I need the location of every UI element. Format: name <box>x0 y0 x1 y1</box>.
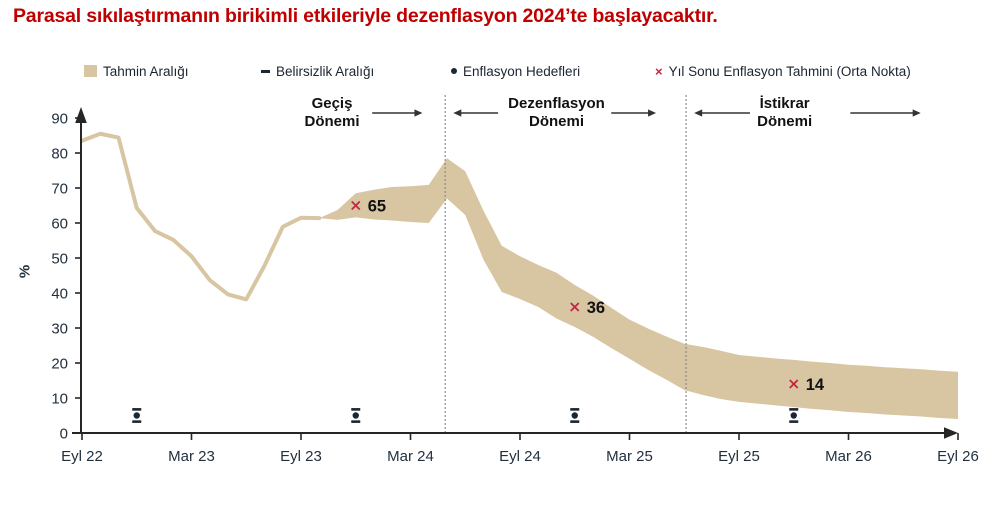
x-tick-label: Eyl 26 <box>937 448 979 465</box>
y-tick-label: 60 <box>51 216 68 233</box>
y-tick-label: 70 <box>51 181 68 198</box>
y-tick-label: 40 <box>51 286 68 303</box>
x-tick-label: Eyl 24 <box>499 448 541 465</box>
legend-item-label: Enflasyon Hedefleri <box>463 63 581 79</box>
uncertainty-band-tick <box>351 408 361 411</box>
y-tick-label: 50 <box>51 251 68 268</box>
legend-item-label: Belirsizlik Aralığı <box>276 63 375 79</box>
period-label: Geçiş Dönemi <box>305 95 360 131</box>
chart-legend: Tahmin Aralığı Belirsizlik Aralığı Enflasy… <box>0 60 996 84</box>
x-tick-label: Mar 25 <box>606 448 653 465</box>
legend-item-label: Tahmin Aralığı <box>103 63 189 79</box>
period-label-line: Geçiş <box>311 95 353 112</box>
uncertainty-band-tick <box>789 420 799 423</box>
inflation-target-marker <box>790 412 797 419</box>
inflation-target-marker <box>352 412 359 419</box>
period-label-line: Dezenflasyon <box>508 95 605 112</box>
uncertainty-band-tick <box>570 420 580 423</box>
y-axis-arrowhead-icon <box>75 107 87 123</box>
yearend-forecast-value: 36 <box>587 299 605 317</box>
historical-inflation-line <box>80 131 322 302</box>
yearend-forecast-value: 14 <box>806 376 825 394</box>
yearend-forecast-value: 65 <box>368 198 386 216</box>
x-tick-label: Eyl 22 <box>61 448 103 465</box>
period-arrowhead-icon <box>694 109 703 117</box>
period-label-line: Dönemi <box>757 113 813 130</box>
yearend-forecast-x-icon <box>789 379 799 389</box>
inflation-target-marker <box>571 412 578 419</box>
period-label: İstikrar Dönemi <box>757 95 812 131</box>
period-label-line: Dönemi <box>304 113 360 130</box>
legend-item: × Yıl Sonu Enflasyon Tahmini (Orta Nokta) <box>655 60 911 82</box>
y-tick-label: 0 <box>60 426 68 443</box>
yearend-forecast-x-icon <box>351 200 361 211</box>
x-tick-label: Mar 23 <box>168 448 215 465</box>
x-tick-label: Mar 24 <box>387 448 434 465</box>
forecast-range-swatch-icon <box>84 65 97 77</box>
chart-title: Parasal sıkılaştırmanın birikimli etkile… <box>13 5 718 27</box>
x-axis-arrowhead-icon <box>944 427 958 439</box>
legend-item-label: Yıl Sonu Enflasyon Tahmini (Orta Nokta) <box>668 63 911 79</box>
uncertainty-band-tick <box>789 408 799 411</box>
legend-item: Enflasyon Hedefleri <box>451 60 580 82</box>
period-label: Dezenflasyon Dönemi <box>508 95 605 131</box>
period-label-line: Dönemi <box>528 113 585 130</box>
legend-item: Belirsizlik Aralığı <box>261 60 374 82</box>
y-tick-label: 20 <box>51 356 68 373</box>
target-dot-icon <box>451 68 457 74</box>
y-tick-label: 10 <box>51 391 68 408</box>
x-tick-label: Eyl 25 <box>718 448 760 465</box>
uncertainty-band-tick <box>570 408 580 411</box>
period-arrowhead-icon <box>912 109 921 117</box>
uncertainty-band-tick <box>132 408 142 411</box>
x-tick-label: Eyl 23 <box>280 448 322 465</box>
uncertainty-band-tick <box>351 420 361 423</box>
y-tick-label: 30 <box>51 321 68 338</box>
x-tick-label: Mar 26 <box>825 448 872 465</box>
y-tick-label: 90 <box>51 111 68 128</box>
uncertainty-dash-icon <box>261 69 270 73</box>
period-arrowhead-icon <box>453 109 462 117</box>
uncertainty-band-tick <box>132 420 142 423</box>
period-arrowhead-icon <box>648 109 657 117</box>
yearend-forecast-x-icon <box>570 302 580 312</box>
period-arrowhead-icon <box>414 109 423 117</box>
inflation-target-marker <box>133 412 140 419</box>
y-tick-label: 80 <box>51 146 68 163</box>
yearend-x-icon: × <box>655 63 663 79</box>
legend-item: Tahmin Aralığı <box>84 60 189 82</box>
period-label-line: İstikrar <box>759 95 810 112</box>
forecast-band-area <box>319 158 958 419</box>
